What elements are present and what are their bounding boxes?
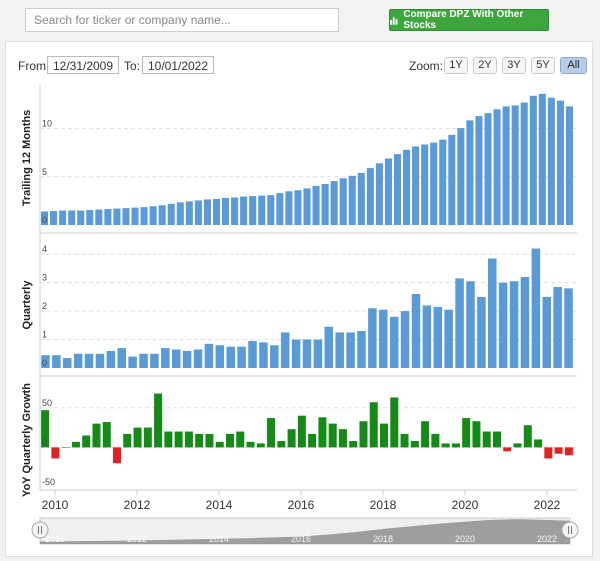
zoom-5y-button[interactable]: 5Y (531, 57, 555, 74)
from-date-input[interactable]: 12/31/2009 (47, 56, 119, 74)
from-label: From: (18, 59, 50, 73)
bar-chart-icon (390, 16, 398, 25)
search-input[interactable] (25, 8, 339, 32)
compare-button-label: Compare DPZ With Other Stocks (403, 9, 524, 31)
compare-stocks-button[interactable]: Compare DPZ With Other Stocks (389, 9, 549, 31)
zoom-3y-button[interactable]: 3Y (502, 57, 526, 74)
top-bar: Compare DPZ With Other Stocks (0, 0, 600, 40)
zoom-label: Zoom: (409, 59, 444, 73)
zoom-all-button[interactable]: All (560, 57, 587, 74)
to-label: To: (124, 59, 141, 73)
chart-panel (5, 41, 593, 557)
zoom-1y-button[interactable]: 1Y (444, 57, 468, 74)
to-date-input[interactable]: 10/01/2022 (142, 56, 214, 74)
zoom-2y-button[interactable]: 2Y (473, 57, 497, 74)
